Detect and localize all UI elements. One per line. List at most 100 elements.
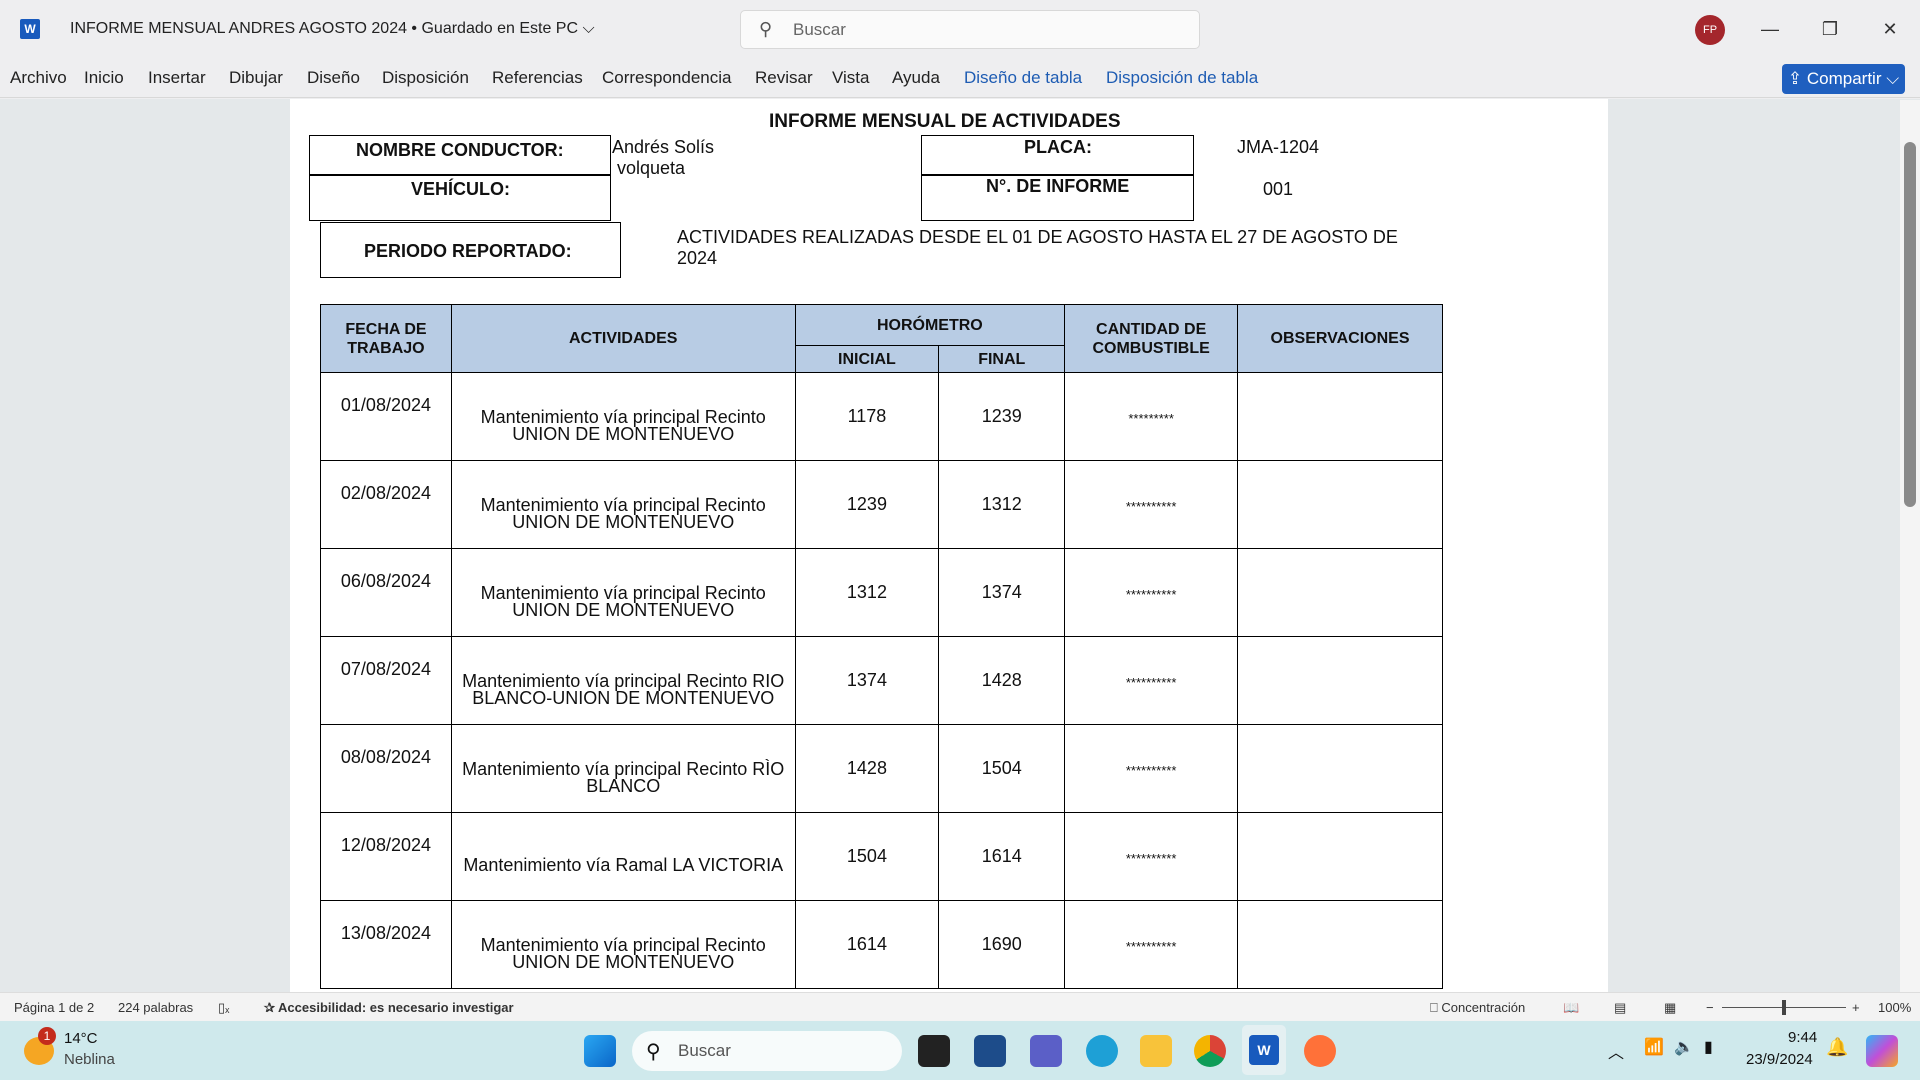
cell-final[interactable]: 1428 — [938, 636, 1066, 725]
focus-mode-button[interactable]: ⎕ Concentración — [1430, 1000, 1526, 1015]
web-layout-icon[interactable]: ▦ — [1664, 1000, 1677, 1015]
battery-icon[interactable]: ▮ — [1704, 1039, 1713, 1056]
cell-fuel[interactable]: ********** — [1064, 812, 1239, 901]
cell-observations[interactable] — [1237, 812, 1443, 901]
cell-activity[interactable]: Mantenimiento vía principal Recinto UNIO… — [450, 460, 796, 549]
cell-fuel[interactable]: ********** — [1064, 724, 1239, 813]
task-view-icon[interactable] — [918, 1035, 950, 1067]
tab-disposicion-de-tabla[interactable]: Disposición de tabla — [1106, 68, 1259, 87]
zoom-level[interactable]: 100% — [1878, 1000, 1912, 1015]
document-title[interactable]: INFORME MENSUAL ANDRES AGOSTO 2024 • Gua… — [70, 20, 595, 37]
share-button[interactable]: ⇪ Compartir ⌵ — [1782, 64, 1905, 94]
copilot-icon[interactable] — [1866, 1035, 1898, 1067]
cell-observations[interactable] — [1237, 372, 1443, 461]
cell-final[interactable]: 1239 — [938, 372, 1066, 461]
tab-insertar[interactable]: Insertar — [148, 68, 206, 87]
cell-fuel[interactable]: ********** — [1064, 548, 1239, 637]
file-explorer-icon[interactable] — [1140, 1035, 1172, 1067]
cell-fuel[interactable]: ********** — [1064, 900, 1239, 989]
tab-diseno[interactable]: Diseño — [307, 68, 360, 87]
tab-disposicion[interactable]: Disposición — [382, 68, 469, 87]
volume-icon[interactable]: 🔈 — [1674, 1039, 1694, 1056]
edge-icon[interactable] — [1086, 1035, 1118, 1067]
accessibility-status[interactable]: ✰ Accesibilidad: es necesario investigar — [264, 1000, 514, 1016]
notification-bell-icon[interactable]: 🔔 — [1826, 1037, 1849, 1057]
cell-initial[interactable]: 1312 — [794, 548, 940, 637]
close-icon[interactable]: ✕ — [1882, 19, 1898, 39]
print-layout-icon[interactable]: ▤ — [1614, 1000, 1627, 1015]
cell-activity[interactable]: Mantenimiento vía principal Recinto UNIO… — [450, 900, 796, 989]
cell-date[interactable]: 07/08/2024 — [320, 636, 452, 725]
store-icon[interactable] — [974, 1035, 1006, 1067]
cell-date[interactable]: 08/08/2024 — [320, 724, 452, 813]
cell-date[interactable]: 12/08/2024 — [320, 812, 452, 901]
cell-initial[interactable]: 1239 — [794, 460, 940, 549]
cell-fuel[interactable]: ********* — [1064, 372, 1239, 461]
cell-final[interactable]: 1614 — [938, 812, 1066, 901]
cell-activity[interactable]: Mantenimiento vía principal Recinto RIO … — [450, 636, 796, 725]
start-icon[interactable] — [584, 1035, 616, 1067]
zoom-in-button[interactable]: + — [1852, 1000, 1860, 1015]
weather-condition[interactable]: Neblina — [64, 1051, 115, 1068]
tab-vista[interactable]: Vista — [832, 68, 870, 87]
tab-referencias[interactable]: Referencias — [492, 68, 583, 87]
scrollbar-thumb[interactable] — [1904, 142, 1916, 507]
driver-label: NOMBRE CONDUCTOR: — [356, 140, 564, 160]
vehicle-value: volqueta — [617, 158, 686, 178]
report-title: INFORME MENSUAL DE ACTIVIDADES — [769, 111, 1121, 132]
cell-initial[interactable]: 1178 — [794, 372, 940, 461]
cell-observations[interactable] — [1237, 636, 1443, 725]
read-mode-icon[interactable]: 📖 — [1563, 1000, 1580, 1015]
minimize-icon[interactable]: — — [1761, 19, 1779, 39]
cell-fuel[interactable]: ********** — [1064, 636, 1239, 725]
zoom-slider-thumb[interactable] — [1782, 1000, 1786, 1015]
cell-observations[interactable] — [1237, 724, 1443, 813]
teams-icon[interactable] — [1030, 1035, 1062, 1067]
avatar[interactable]: FP — [1695, 15, 1725, 45]
tab-diseno-de-tabla[interactable]: Diseño de tabla — [964, 68, 1083, 87]
tab-revisar[interactable]: Revisar — [755, 68, 813, 87]
cell-initial[interactable]: 1504 — [794, 812, 940, 901]
cell-final[interactable]: 1690 — [938, 900, 1066, 989]
taskbar-search[interactable]: ⚲ Buscar — [632, 1031, 902, 1071]
cell-observations[interactable] — [1237, 548, 1443, 637]
restore-icon[interactable]: ❐ — [1821, 19, 1839, 39]
cell-initial[interactable]: 1614 — [794, 900, 940, 989]
word-count[interactable]: 224 palabras — [118, 1000, 194, 1015]
cell-activity[interactable]: Mantenimiento vía principal Recinto RÌO … — [450, 724, 796, 813]
tab-correspondencia[interactable]: Correspondencia — [602, 68, 732, 87]
period-text-line1: ACTIVIDADES REALIZADAS DESDE EL 01 DE AG… — [677, 227, 1398, 247]
report-number-label: N°. DE INFORME — [986, 176, 1130, 196]
cell-final[interactable]: 1374 — [938, 548, 1066, 637]
zoom-out-button[interactable]: − — [1706, 1000, 1714, 1015]
cell-activity[interactable]: Mantenimiento vía Ramal LA VICTORIA — [450, 812, 796, 901]
page-count[interactable]: Página 1 de 2 — [14, 1000, 95, 1015]
cell-observations[interactable] — [1237, 900, 1443, 989]
cell-initial[interactable]: 1428 — [794, 724, 940, 813]
firefox-icon[interactable] — [1304, 1035, 1336, 1067]
cell-initial[interactable]: 1374 — [794, 636, 940, 725]
tab-dibujar[interactable]: Dibujar — [229, 68, 283, 87]
cell-date[interactable]: 01/08/2024 — [320, 372, 452, 461]
weather-temp[interactable]: 14°C — [64, 1030, 98, 1047]
cell-date[interactable]: 02/08/2024 — [320, 460, 452, 549]
tab-archivo[interactable]: Archivo — [10, 68, 67, 87]
tab-ayuda[interactable]: Ayuda — [892, 68, 940, 87]
cell-activity[interactable]: Mantenimiento vía principal Recinto UNIO… — [450, 548, 796, 637]
cell-fuel[interactable]: ********** — [1064, 460, 1239, 549]
cell-date[interactable]: 13/08/2024 — [320, 900, 452, 989]
cell-date[interactable]: 06/08/2024 — [320, 548, 452, 637]
cell-activity[interactable]: Mantenimiento vía principal Recinto UNIO… — [450, 372, 796, 461]
search-box[interactable]: ⚲ Buscar — [740, 10, 1200, 49]
cell-observations[interactable] — [1237, 460, 1443, 549]
cell-final[interactable]: 1312 — [938, 460, 1066, 549]
word-taskbar-button[interactable]: W — [1242, 1025, 1286, 1075]
clock-date[interactable]: 23/9/2024 — [1746, 1051, 1813, 1068]
clock-time[interactable]: 9:44 — [1788, 1029, 1818, 1046]
chrome-icon[interactable] — [1194, 1035, 1226, 1067]
wifi-icon[interactable]: 📶 — [1644, 1039, 1664, 1056]
proofing-icon[interactable]: ▯ₓ — [218, 1000, 230, 1015]
cell-final[interactable]: 1504 — [938, 724, 1066, 813]
tab-inicio[interactable]: Inicio — [84, 68, 124, 87]
show-hidden-icons[interactable]: ︿ — [1608, 1045, 1625, 1062]
